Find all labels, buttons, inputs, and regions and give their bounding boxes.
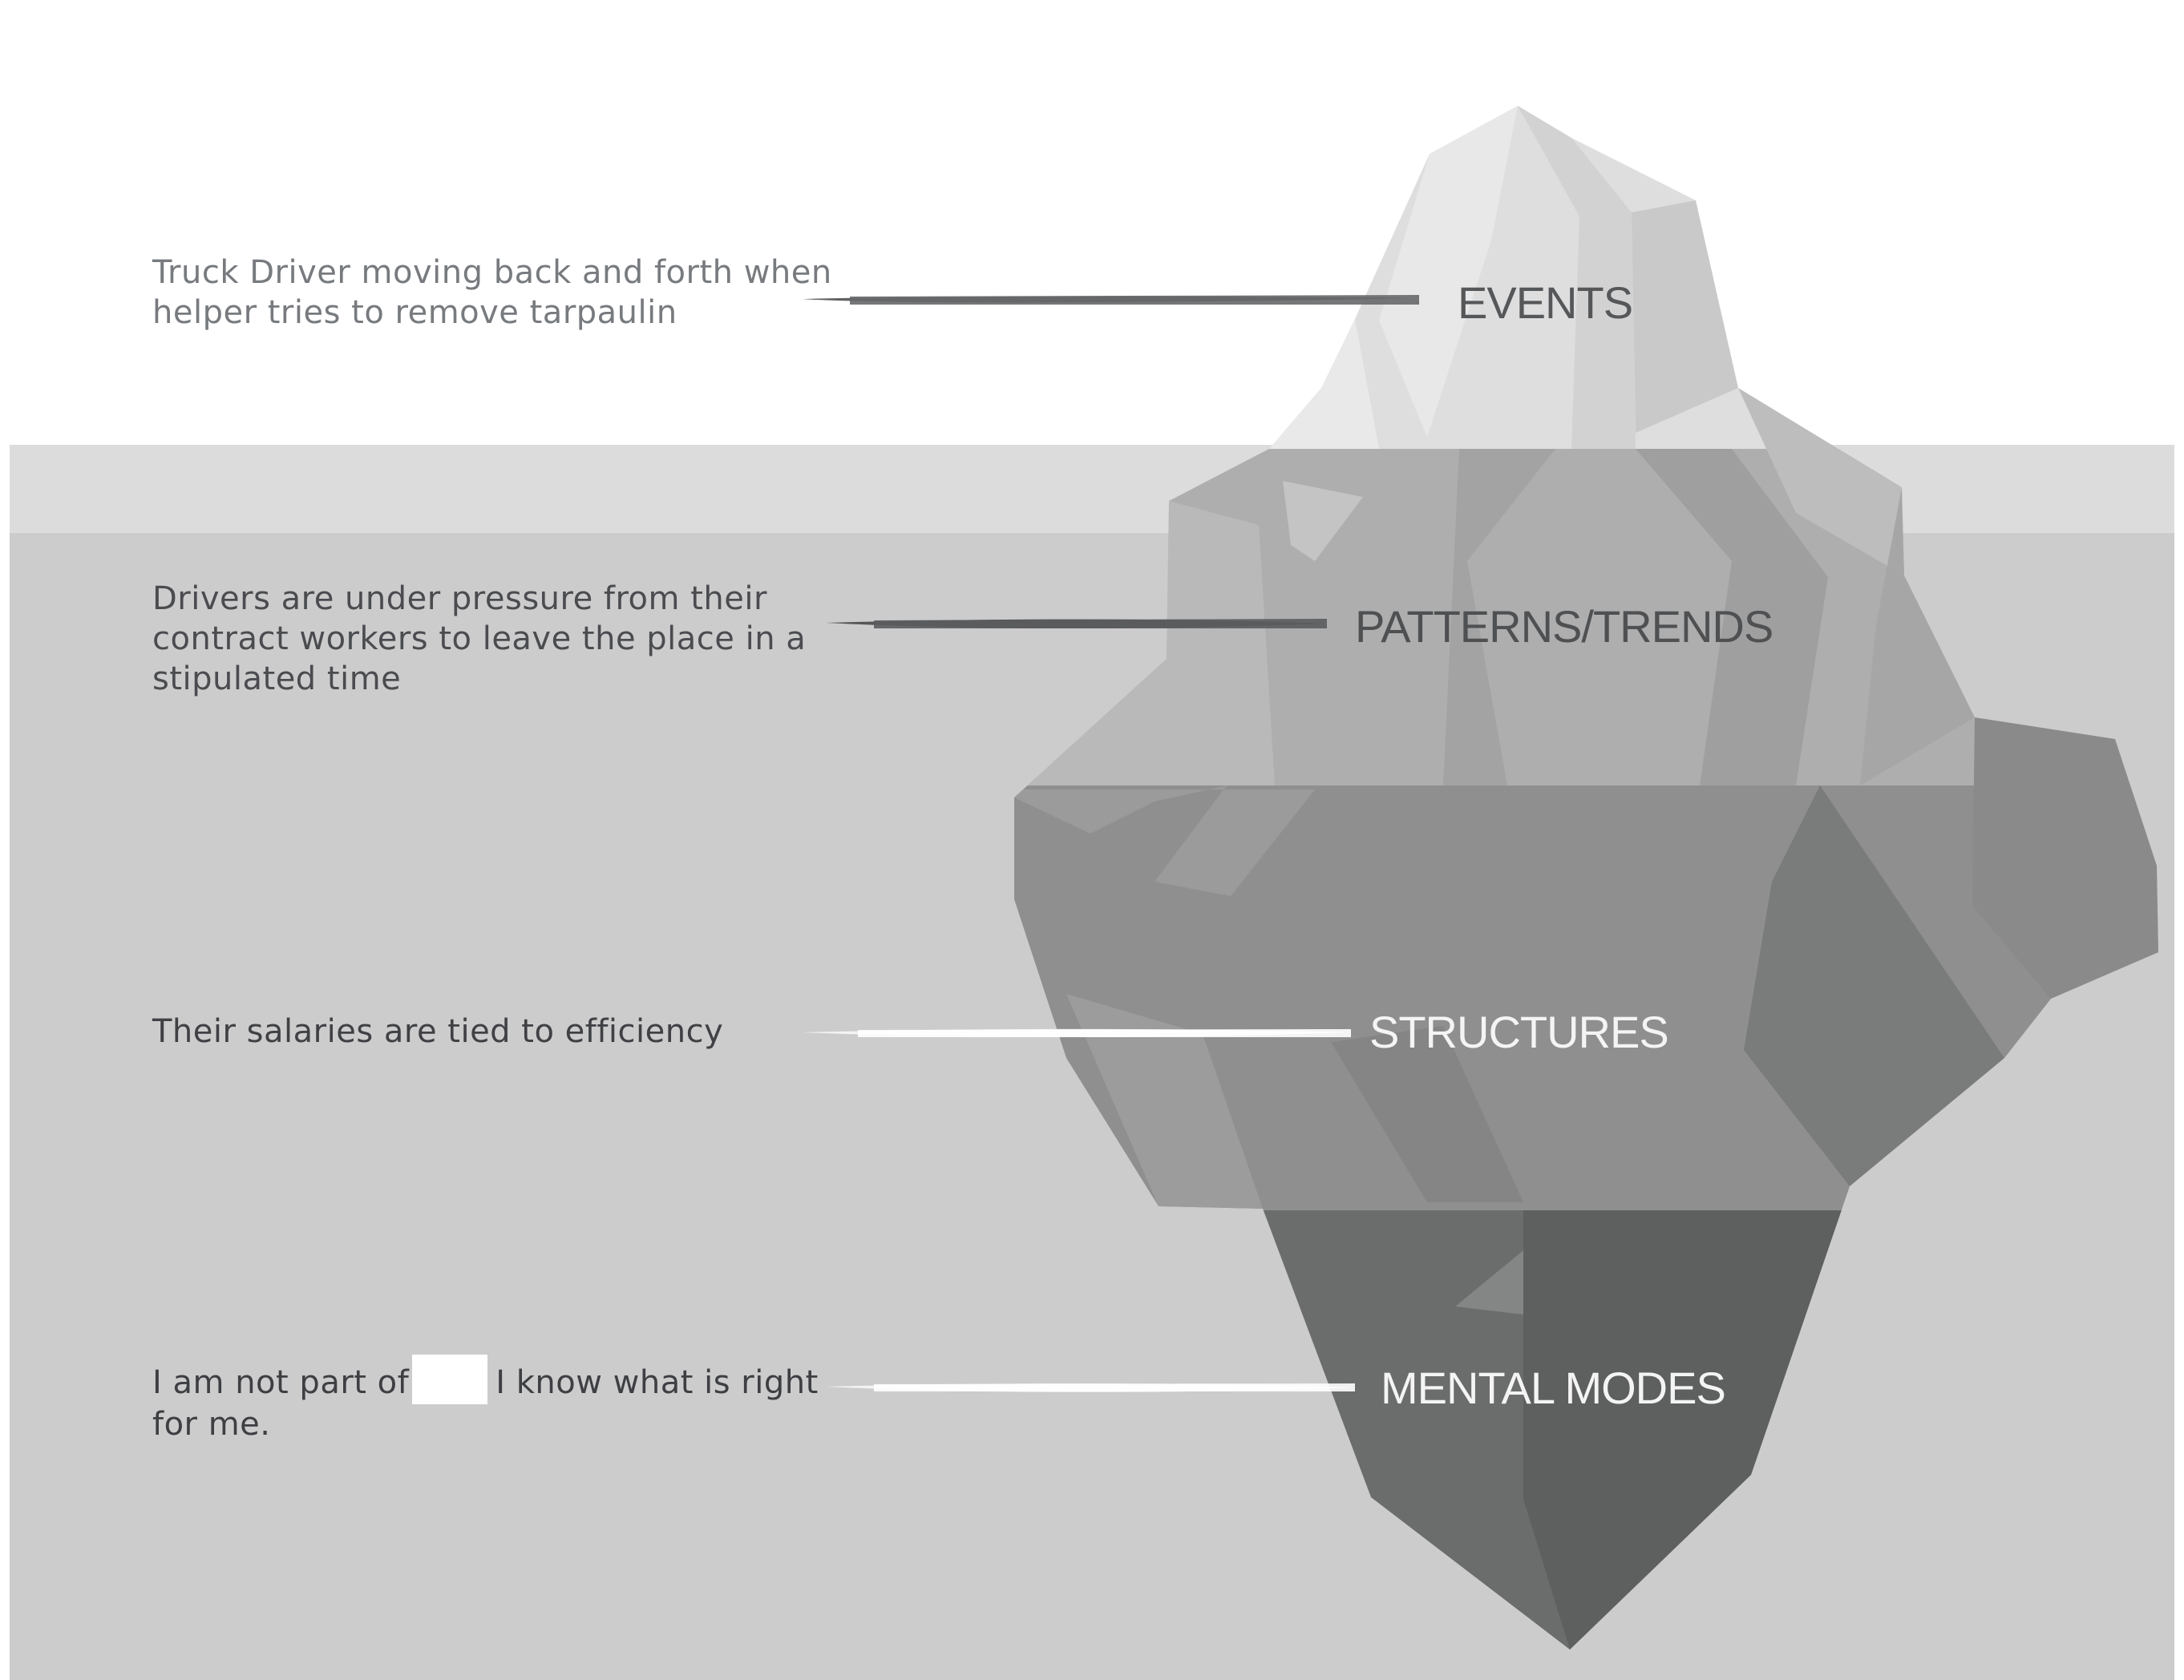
mental-models-description: I am not part of I know what is right for… <box>152 1355 858 1444</box>
patterns-description: Drivers are under pressure from their co… <box>152 580 807 697</box>
blank-box <box>412 1355 488 1404</box>
mental-models-text-before: I am not part of <box>152 1364 410 1401</box>
structures-label: STRUCTURES <box>1369 1007 1669 1057</box>
events-description: Truck Driver moving back and forth when … <box>152 254 832 331</box>
structures-description: Their salaries are tied to efficiency <box>152 1013 724 1050</box>
events-label: EVENTS <box>1458 277 1633 328</box>
connector-strokes <box>802 295 1419 1392</box>
mental-models-text-after: I know what is right for me. <box>152 1364 819 1443</box>
patterns-trends-label: PATTERNS/TRENDS <box>1355 601 1773 652</box>
mental-modes-label: MENTAL MODES <box>1381 1363 1726 1413</box>
